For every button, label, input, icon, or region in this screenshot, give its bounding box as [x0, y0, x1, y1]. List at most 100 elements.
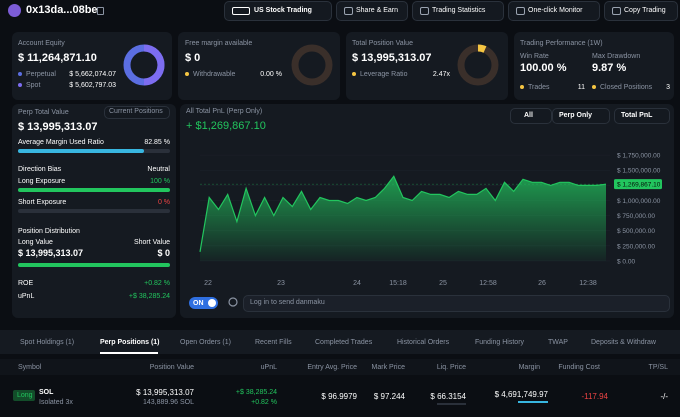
tab[interactable]: Funding History — [475, 339, 525, 346]
filter-label[interactable]: All — [524, 112, 533, 119]
tab[interactable]: Historical Orders — [397, 339, 450, 346]
stat-value: 82.85 % — [144, 139, 170, 146]
button-icon — [232, 7, 250, 15]
stat-value: 3 — [666, 84, 670, 91]
card-title: Account Equity — [18, 40, 65, 47]
current-positions-button[interactable] — [104, 106, 170, 119]
margin-mode: Isolated 3x — [39, 399, 73, 406]
column-header: Mark Price — [371, 364, 405, 371]
tab[interactable]: Recent Fills — [255, 339, 292, 346]
x-tick-label: 12:38 — [579, 280, 597, 287]
position-value-card — [346, 32, 508, 100]
y-tick-label: $ 750,000.00 — [617, 213, 655, 220]
stat-value: 0 % — [157, 199, 170, 206]
card-row-value: 2.47x — [432, 71, 450, 78]
stat-label: Average Margin Used Ratio — [18, 139, 104, 146]
legend-dot — [352, 72, 356, 76]
equity-donut-arc — [143, 44, 165, 86]
stat-label: Position Distribution — [18, 228, 80, 235]
equity-card — [12, 32, 172, 100]
header-button-label[interactable]: Trading Statistics — [432, 7, 486, 14]
account-address: 0x13da...08be — [26, 4, 98, 16]
last-value-box — [614, 179, 662, 190]
button-icon — [344, 7, 353, 15]
filter-label[interactable]: Perp Only — [559, 112, 593, 119]
filter-dropdown[interactable] — [510, 108, 552, 124]
copy-icon[interactable] — [97, 7, 104, 15]
filter-dropdown[interactable] — [614, 108, 670, 124]
stat-value: +0.82 % — [144, 280, 170, 287]
column-header: TP/SL — [648, 364, 668, 371]
x-tick-label: 15:18 — [389, 280, 407, 287]
stat-value: 100 % — [150, 178, 170, 185]
card-row-value: $ 5,602,797.03 — [69, 82, 116, 89]
stat-label: Long Value — [18, 239, 53, 246]
cell: +0.82 % — [251, 399, 277, 406]
danmaku-input[interactable] — [243, 295, 670, 312]
legend-dot — [185, 72, 189, 76]
y-tick-label: $ 0.00 — [617, 258, 635, 265]
column-header: Margin — [518, 364, 540, 371]
stat-value: 100.00 % — [520, 62, 567, 74]
y-tick-label: $ 1,750,000.00 — [617, 153, 661, 160]
cell: -117.94 — [581, 392, 608, 401]
button-label[interactable]: Current Positions — [109, 108, 163, 115]
table-header-strip — [0, 359, 680, 375]
tabs-strip — [0, 330, 680, 354]
header-button-label[interactable]: US Stock Trading — [254, 7, 312, 14]
legend-dot — [520, 85, 524, 89]
stat-label: Short Exposure — [18, 199, 67, 206]
margin-donut — [291, 44, 333, 86]
legend-dot — [592, 85, 596, 89]
progress-fill — [18, 188, 170, 192]
tab[interactable]: Spot Holdings (1) — [20, 339, 75, 346]
stat-label: ROE — [18, 280, 34, 287]
chart-total: + $1,269,867.10 — [186, 120, 266, 132]
button-icon — [420, 7, 429, 15]
filter-dropdown[interactable] — [552, 108, 610, 124]
header-button[interactable] — [336, 1, 408, 21]
side-badge — [13, 390, 35, 401]
header-button[interactable] — [224, 1, 332, 21]
toggle-knob — [208, 299, 216, 307]
x-tick-label: 12:58 — [479, 280, 497, 287]
card-value: $ 11,264,871.10 — [18, 52, 97, 64]
x-tick-label: 23 — [277, 280, 285, 287]
stat-value: 9.87 % — [592, 62, 627, 74]
stat-label: Short Value — [133, 239, 170, 246]
stat-value: $ 13,995,313.07 — [18, 248, 84, 258]
header-button-label[interactable]: Share & Earn — [356, 7, 399, 14]
button-icon — [516, 7, 525, 15]
tab[interactable]: Deposits & Withdraw — [591, 339, 656, 346]
stat-label: Win Rate — [520, 53, 549, 60]
filter-label[interactable]: Total PnL — [621, 112, 653, 119]
header-button[interactable] — [412, 1, 504, 21]
y-tick-label: $ 1,000,000.00 — [617, 198, 661, 205]
card-title: Total Position Value — [352, 40, 413, 47]
panel-value: $ 13,995,313.07 — [18, 121, 98, 133]
cell: +$ 38,285.24 — [235, 389, 277, 396]
cell: 143,889.96 SOL — [143, 399, 194, 406]
card-title: Free margin available — [185, 40, 253, 47]
danmaku-placeholder[interactable]: Log in to send danmaku — [250, 299, 325, 306]
header-button[interactable] — [508, 1, 600, 21]
toggle-label[interactable]: ON — [193, 299, 204, 307]
stat-value: +$ 38,285.24 — [128, 293, 170, 300]
cell: $ 96.9979 — [321, 392, 357, 401]
tab[interactable]: Perp Positions (1) — [100, 339, 160, 346]
header-button-label[interactable]: One-click Monitor — [528, 7, 583, 14]
header-button[interactable] — [604, 1, 678, 21]
pnl-area — [200, 176, 606, 261]
cell: -/- — [660, 392, 668, 401]
header-button-label[interactable]: Copy Trading — [624, 7, 666, 14]
tab[interactable]: Open Orders (1) — [180, 339, 231, 346]
tab[interactable]: Completed Trades — [315, 339, 373, 346]
column-header: Entry Avg. Price — [307, 364, 357, 371]
legend-dot — [18, 83, 22, 87]
settings-icon[interactable] — [228, 297, 238, 307]
tab[interactable]: TWAP — [548, 339, 568, 346]
active-tab-underline — [100, 352, 158, 354]
y-tick-label: $ 250,000.00 — [617, 243, 655, 250]
